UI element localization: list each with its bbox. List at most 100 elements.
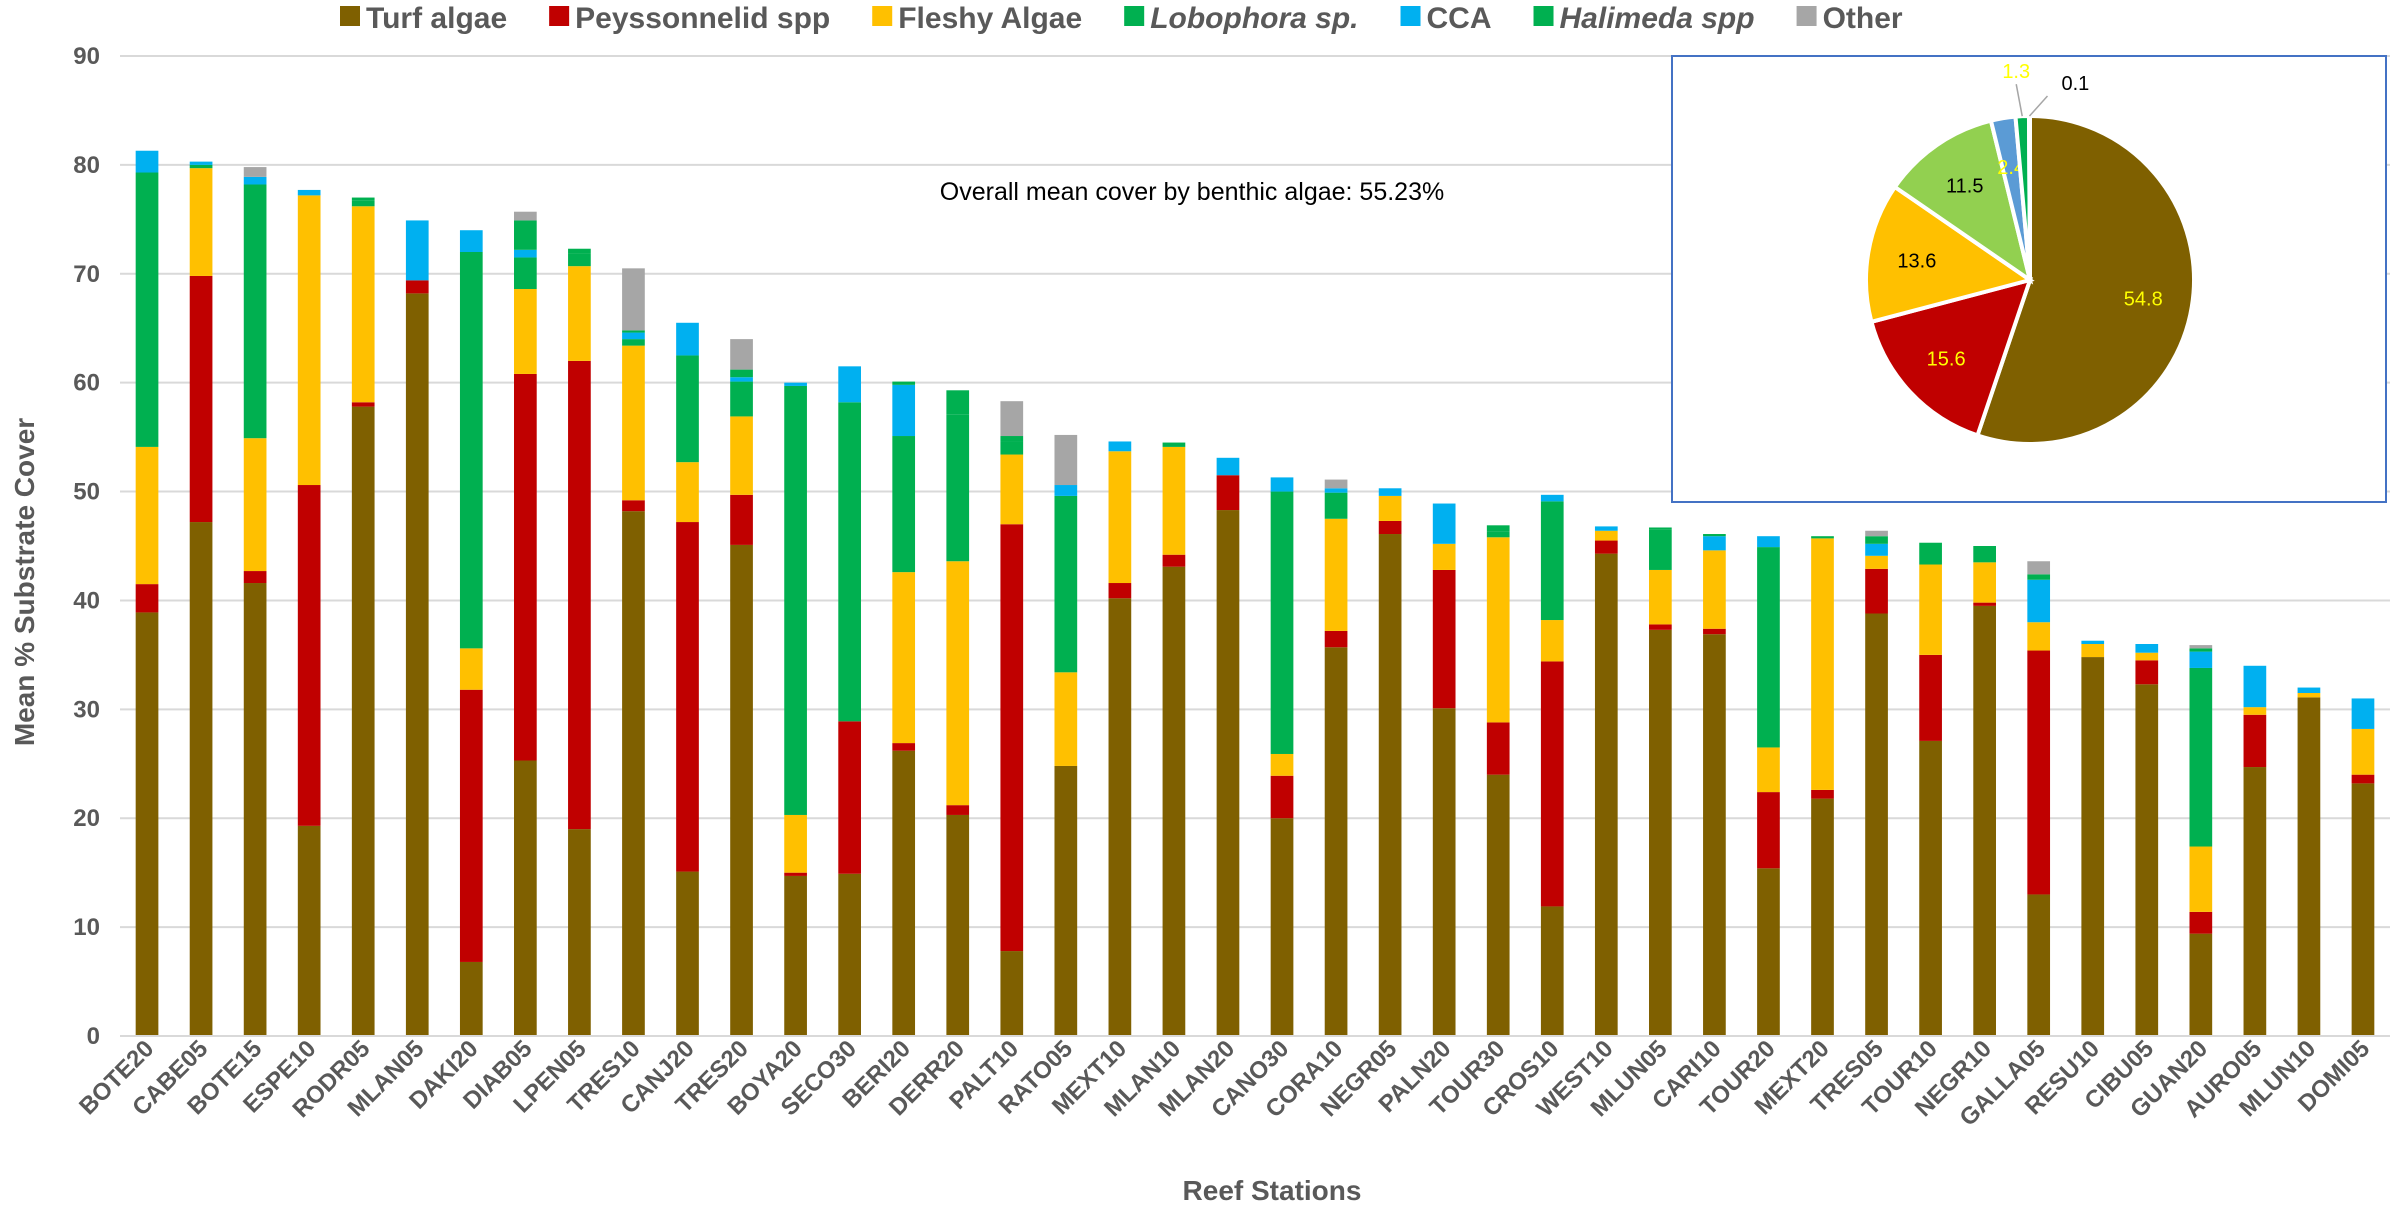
bar-segment-fleshy-algae: [351, 206, 375, 403]
bar-segment-halimeda-spp: [1703, 534, 1726, 537]
bar-segment-peyssonnelid-spp: [1811, 789, 1834, 799]
bar-segment-peyssonnelid-spp: [1162, 554, 1186, 567]
legend-item-peyssonnelid-spp: Peyssonnelid spp: [549, 2, 830, 35]
bar-segment-peyssonnelid-spp: [568, 360, 591, 830]
bar-stack-west10: [1594, 526, 1618, 1036]
bar-segment-peyssonnelid-spp: [676, 522, 699, 872]
bar-segment-fleshy-algae: [1757, 747, 1780, 793]
bar-segment-cca: [243, 176, 267, 185]
bar-segment-cca: [622, 332, 645, 340]
bar-stack-palt10: [1000, 401, 1024, 1036]
bar-stack-bote15: [243, 167, 267, 1036]
bar-segment-cca: [1216, 457, 1240, 476]
legend-item-other: Other: [1796, 2, 1903, 35]
legend-swatch: [549, 6, 570, 26]
legend-item-turf-algae: Turf algae: [340, 2, 507, 35]
y-tick-label: 60: [73, 370, 100, 397]
bar-stack-tres10: [622, 268, 645, 1037]
bar-segment-halimeda-spp: [730, 369, 753, 378]
bar-stack-derr20: [946, 390, 970, 1036]
legend-item-halimeda-spp: Halimeda spp: [1533, 2, 1755, 35]
bar-segment-turf-algae: [135, 612, 159, 1036]
bar-stack-tres20: [730, 339, 753, 1036]
bar-stack-tour30: [1486, 525, 1510, 1036]
legend-item-lobophora-sp: Lobophora sp.: [1124, 2, 1359, 35]
bar-segment-cca: [2243, 665, 2267, 708]
bar-segment-cca: [2189, 651, 2213, 668]
bar-segment-cca: [1054, 485, 1078, 496]
bar-segment-other: [622, 268, 645, 331]
bar-stack-cano30: [1270, 477, 1294, 1036]
bar-segment-lobophora-sp: [568, 253, 591, 267]
bar-segment-halimeda-spp: [1811, 536, 1834, 539]
bar-stack-cora10: [1324, 479, 1348, 1036]
bar-segment-fleshy-algae: [1324, 518, 1348, 631]
bar-segment-peyssonnelid-spp: [1378, 520, 1402, 535]
bar-segment-turf-algae: [1000, 951, 1024, 1036]
bar-segment-turf-algae: [838, 873, 861, 1036]
bar-segment-turf-algae: [1973, 605, 1996, 1036]
bar-segment-fleshy-algae: [1811, 538, 1834, 790]
bar-stack-tour20: [1757, 536, 1780, 1036]
bar-segment-cca: [730, 377, 753, 382]
bar-segment-fleshy-algae: [1919, 564, 1942, 655]
bar-segment-peyssonnelid-spp: [1540, 661, 1564, 907]
bar-segment-peyssonnelid-spp: [1216, 475, 1240, 511]
bar-segment-peyssonnelid-spp: [189, 275, 213, 523]
bar-segment-fleshy-algae: [1270, 753, 1294, 776]
bar-segment-fleshy-algae: [2351, 728, 2375, 775]
bar-segment-peyssonnelid-spp: [2135, 660, 2159, 685]
bar-segment-other: [730, 339, 753, 370]
bar-segment-fleshy-algae: [189, 168, 213, 276]
bar-segment-cca: [892, 384, 916, 437]
bar-stack-negr10: [1973, 546, 1996, 1036]
bar-segment-fleshy-algae: [784, 814, 807, 873]
bar-segment-lobophora-sp: [1486, 531, 1510, 538]
y-tick-label: 80: [73, 152, 100, 179]
bar-segment-cca: [189, 161, 213, 165]
bar-segment-peyssonnelid-spp: [297, 485, 321, 826]
bar-stack-cabe05: [189, 161, 213, 1036]
legend-label: Fleshy Algae: [898, 2, 1082, 35]
bar-stack-tour10: [1919, 542, 1942, 1036]
bar-segment-turf-algae: [1703, 634, 1726, 1036]
bar-segment-peyssonnelid-spp: [1703, 628, 1726, 635]
y-tick-label: 90: [73, 43, 100, 70]
pie-inset: 54.815.613.611.52.41.30.1: [1671, 55, 2387, 503]
bar-segment-turf-algae: [892, 750, 916, 1036]
bar-segment-turf-algae: [459, 961, 483, 1036]
bar-segment-turf-algae: [189, 522, 213, 1036]
bar-segment-fleshy-algae: [568, 266, 591, 361]
bar-segment-cca: [2081, 640, 2105, 644]
bar-segment-turf-algae: [1757, 868, 1780, 1036]
bar-stack-rato05: [1054, 434, 1078, 1036]
bar-segment-peyssonnelid-spp: [1270, 775, 1294, 819]
bar-segment-lobophora-sp: [1054, 495, 1078, 673]
bar-segment-turf-algae: [946, 814, 970, 1036]
bar-segment-fleshy-algae: [514, 289, 537, 374]
bar-segment-turf-algae: [2081, 657, 2105, 1036]
bar-segment-turf-algae: [1162, 566, 1186, 1036]
bar-segment-lobophora-sp: [622, 339, 645, 346]
bar-segment-peyssonnelid-spp: [1865, 568, 1888, 614]
bar-segment-lobophora-sp: [351, 200, 375, 207]
bar-segment-fleshy-algae: [2243, 707, 2267, 715]
bar-stack-rodr05: [351, 197, 375, 1037]
bar-stack-auro05: [2243, 665, 2267, 1036]
bar-segment-turf-algae: [1811, 798, 1834, 1036]
bar-segment-fleshy-algae: [2189, 846, 2213, 912]
bar-segment-peyssonnelid-spp: [1757, 792, 1780, 869]
bar-stack-paln20: [1432, 503, 1456, 1036]
bar-segment-halimeda-spp: [2189, 648, 2213, 652]
bar-segment-cca: [1432, 503, 1456, 544]
gridlines: [120, 55, 2390, 929]
y-tick-label: 40: [73, 587, 100, 614]
legend-swatch: [872, 6, 893, 26]
bar-segment-peyssonnelid-spp: [2027, 650, 2051, 895]
bar-segment-halimeda-spp: [1649, 527, 1672, 530]
bar-segment-lobophora-sp: [1540, 501, 1564, 621]
bar-segment-cca: [784, 382, 807, 386]
legend-swatch: [340, 6, 360, 26]
bar-segment-lobophora-sp: [135, 172, 159, 447]
